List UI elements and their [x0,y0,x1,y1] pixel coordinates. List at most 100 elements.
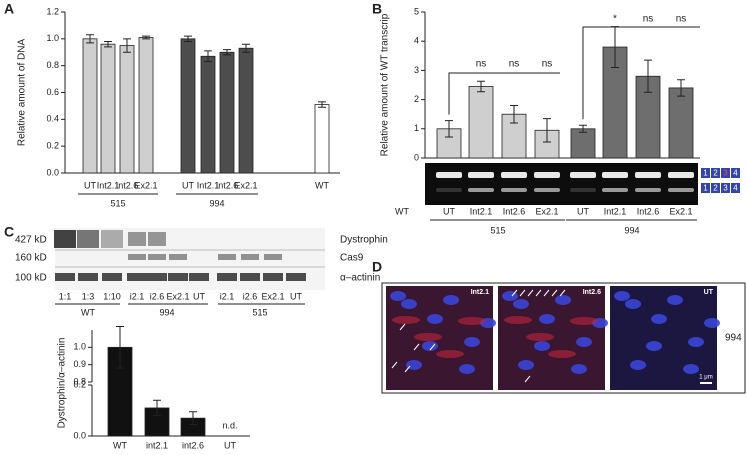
exon-label: 4 [733,169,738,178]
gel-band [635,188,661,192]
error-bar [579,124,587,133]
x-tick-label: int2.1 [146,440,168,450]
error-bar [677,79,685,97]
lane-label: Ex2.1 [261,291,284,301]
nucleus [614,291,630,301]
y-tick-label: 1.0 [46,33,59,43]
band-label: α–actinin [340,273,380,284]
y-tick-label: 2 [414,94,419,104]
y-tick-label: 0.8 [46,60,59,70]
nucleus [502,291,518,301]
error-bar [510,104,518,124]
bar [119,45,135,174]
blot-band [55,273,75,281]
lane-label: WT [395,206,409,216]
group-label: 994 [624,225,639,235]
nucleus [555,295,571,305]
arrow [429,343,436,351]
group-label: WT [81,307,95,317]
size-label: 100 kD [15,273,47,284]
x-tick-label: UT [182,180,194,190]
blot-band [101,230,123,248]
x-tick-label: Int2.1 [97,180,120,190]
nucleus [390,291,406,301]
lane-label: UT [193,291,205,301]
blot-band [286,273,306,281]
x-tick-label: Ex2.1 [234,180,257,190]
nucleus [427,314,443,324]
blot-band [128,232,146,246]
error-bar [477,80,485,93]
lane-label: UT [577,206,589,216]
nucleus [422,341,438,351]
arrow [527,289,534,297]
gel-band [436,188,462,192]
y-tick-label: 1.0 [73,342,86,352]
group-label: 994 [159,307,174,317]
band-label: Dystrophin [340,235,388,246]
lane-label: i2.1 [130,291,145,301]
exon-box [701,183,710,193]
lane-label: Int2.1 [604,206,627,216]
lane-label: Ex2.1 [535,206,558,216]
lane-label: UT [290,291,302,301]
y-axis-label: Dystrophin/α–actinin [57,338,68,429]
lane-label: 1:1 [59,291,72,301]
lane-label: 1:10 [103,291,121,301]
blot-band [189,273,209,281]
gel-band [468,172,494,178]
x-tick-label: WT [113,440,127,450]
arrow [535,289,542,297]
bar [238,47,254,174]
y-tick-label: 0.6 [46,87,59,97]
blot-band [127,273,147,281]
blot-band [78,273,98,281]
error-bar [116,326,124,369]
panel-label: D [372,259,382,275]
y-tick-label: 4 [414,36,419,46]
arrow [391,361,398,369]
lane-label: Int2.6 [637,206,660,216]
bar [668,87,694,159]
gel-band [668,172,694,178]
nucleus [683,364,699,374]
x-tick-label: UT [84,180,96,190]
bar [100,43,116,174]
dystrophin-signal [504,316,532,324]
gel-band [570,188,596,192]
lane-label: Ex2.1 [669,206,692,216]
bracket [582,26,700,120]
y-tick-label: 0 [414,152,419,162]
nucleus [406,360,422,370]
nucleus [625,299,641,309]
exon-box [701,168,710,178]
x-tick-label: Ex2.1 [134,180,157,190]
arrow [511,289,518,297]
error-bar [644,59,652,93]
dystrophin-signal [392,316,420,324]
nucleus [571,364,587,374]
exon-label: 3 [723,184,728,193]
bar [180,38,196,174]
gel-band [668,188,694,192]
exon-box [731,168,740,178]
gel-band [602,172,628,178]
panel-label: B [372,1,382,17]
nucleus [576,337,592,347]
x-tick-label: UT [224,440,236,450]
nucleus [688,337,704,347]
arrow [413,343,420,351]
bar [82,38,98,174]
dystrophin-signal [526,333,554,341]
scale-label: 1 μm [699,375,712,381]
blot-band [147,273,167,281]
panel-label: C [4,224,14,240]
exon-label: 1 [703,169,708,178]
exon-box [721,168,730,178]
bracket [448,72,560,115]
gel-band [436,172,462,178]
exon-label: 2 [713,169,718,178]
bar [314,104,330,174]
y-tick-label: 0.9 [73,359,86,369]
